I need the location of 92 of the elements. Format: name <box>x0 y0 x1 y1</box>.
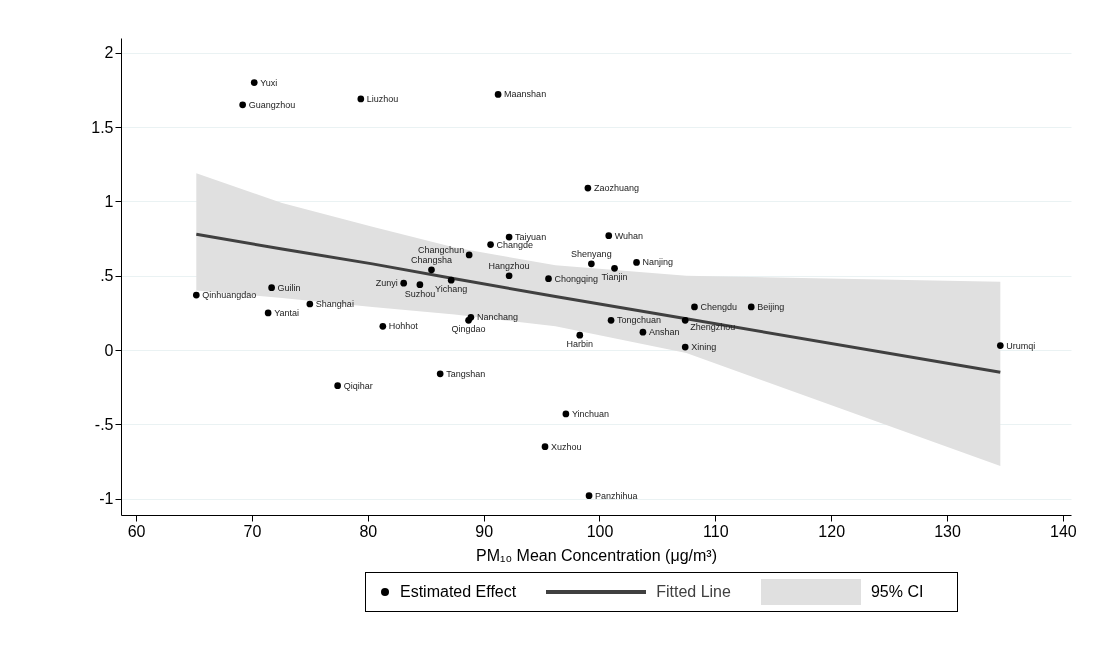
annotation: Yichang <box>435 284 468 295</box>
annotation: Guangzhou <box>248 99 296 110</box>
point <box>633 259 640 266</box>
y-tick-label: 0 <box>104 341 114 359</box>
annotation: Panzhihua <box>595 490 638 501</box>
annotation: Yinchuan <box>571 408 610 419</box>
point <box>192 291 200 299</box>
point <box>607 316 615 324</box>
annotation: Yantai <box>274 307 299 318</box>
x-tick-label: 140 <box>1050 522 1077 540</box>
annotation: Anshan <box>648 327 680 338</box>
annotation: Shenyang <box>571 248 612 259</box>
annotation: Shanghai <box>315 298 354 309</box>
point <box>465 251 473 259</box>
x-tick-label: 110 <box>703 522 729 540</box>
point <box>996 342 1004 349</box>
point <box>585 492 593 500</box>
y-tick-label: .5 <box>100 267 114 285</box>
legend-label: Estimated Effect <box>400 583 517 601</box>
x-tick-label: 60 <box>127 522 146 540</box>
point <box>505 272 513 280</box>
annotation: Tianjin <box>601 272 628 283</box>
point <box>545 275 552 283</box>
x-axis-title: PM₁₀ Mean Concentration (μg/m³) <box>476 546 717 564</box>
annotation: Changsha <box>410 254 453 265</box>
annotation: Zaozhuang <box>593 183 639 194</box>
point <box>428 266 435 274</box>
annotation: Yuxi <box>260 77 278 88</box>
annotation: Harbin <box>566 339 594 350</box>
point <box>268 284 275 291</box>
x-tick-label: 70 <box>243 522 262 540</box>
point <box>588 260 595 268</box>
point <box>541 443 549 450</box>
point <box>334 382 341 390</box>
annotation: Urumqi <box>1006 340 1036 351</box>
point <box>250 79 258 86</box>
y-tick-label: -1 <box>99 490 114 508</box>
point <box>681 343 689 351</box>
point <box>239 101 246 109</box>
annotation: Qinhuangdao <box>202 290 257 301</box>
annotation: Liuzhou <box>366 93 399 104</box>
text: Fitted Line <box>656 583 731 601</box>
y-tick-label: 2 <box>104 44 114 62</box>
point <box>681 316 689 324</box>
annotation: Xuzhou <box>551 441 582 452</box>
annotation: Chengdu <box>700 301 738 312</box>
point <box>584 184 592 192</box>
annotation: Changchun <box>418 244 465 255</box>
point <box>487 241 494 248</box>
annotation: Guilin <box>277 282 301 293</box>
annotation: Hangzhou <box>488 260 530 271</box>
point <box>576 331 584 339</box>
y-tick-label: 1.5 <box>91 118 114 136</box>
point <box>605 232 613 239</box>
annotation: Beijing <box>757 301 785 312</box>
x-tick-label: 100 <box>586 522 614 540</box>
y-tick-label: -.5 <box>94 415 114 433</box>
point <box>505 233 513 241</box>
point <box>747 303 755 311</box>
point <box>639 328 647 336</box>
point <box>379 322 387 330</box>
annotation: Hohhot <box>388 321 419 332</box>
point <box>562 410 570 418</box>
y-tick-label: 1 <box>104 192 114 210</box>
annotation: Tongchuan <box>617 315 662 326</box>
point <box>416 281 424 289</box>
point <box>611 264 618 272</box>
x-tick-label: 120 <box>818 522 846 540</box>
point <box>494 91 502 98</box>
point <box>447 276 455 284</box>
x-tick-label: 130 <box>934 522 961 540</box>
annotation: Suzhou <box>404 288 436 299</box>
annotation: Chongqing <box>554 273 599 284</box>
annotation: Wuhan <box>614 230 644 241</box>
annotation: Nanjing <box>642 257 674 268</box>
annotation: Nanchang <box>476 312 518 323</box>
point <box>357 95 365 103</box>
annotation: Qiqihar <box>343 380 373 391</box>
point <box>691 303 698 311</box>
annotation: Taiyuan <box>515 232 547 243</box>
x-tick-label: 80 <box>359 522 378 540</box>
point <box>306 300 314 308</box>
text: 95% CI <box>870 583 924 601</box>
annotation: Zunyi <box>375 278 398 289</box>
annotation: Xining <box>691 342 717 353</box>
annotation: Tangshan <box>446 368 486 379</box>
x-tick-label: 90 <box>475 522 494 540</box>
point <box>400 279 408 287</box>
annotation: Maanshan <box>504 89 547 100</box>
point <box>436 370 444 378</box>
annotation: Qingdao <box>451 324 486 335</box>
point <box>264 309 272 317</box>
